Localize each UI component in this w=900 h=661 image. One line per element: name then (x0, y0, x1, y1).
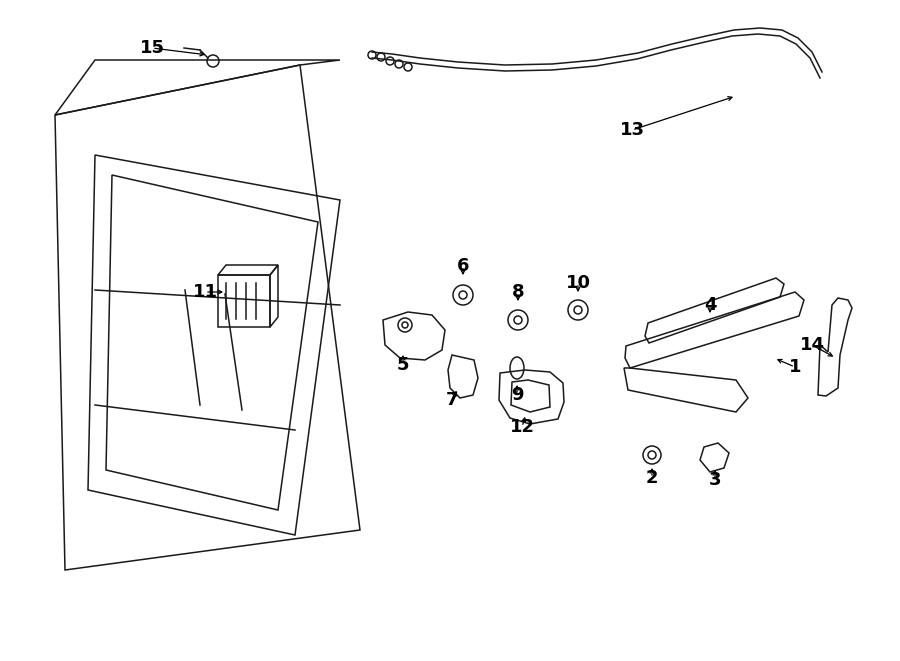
Text: 9: 9 (511, 386, 523, 404)
Text: 1: 1 (788, 358, 801, 376)
Text: 4: 4 (704, 296, 716, 314)
Circle shape (368, 51, 376, 59)
Text: 15: 15 (140, 39, 165, 57)
Circle shape (386, 57, 394, 65)
Text: 13: 13 (619, 121, 644, 139)
Text: 10: 10 (565, 274, 590, 292)
Text: 11: 11 (193, 283, 218, 301)
Text: 7: 7 (446, 391, 458, 409)
Text: 12: 12 (509, 418, 535, 436)
Text: 6: 6 (456, 257, 469, 275)
Circle shape (395, 60, 403, 68)
Circle shape (404, 63, 412, 71)
Text: 8: 8 (512, 283, 525, 301)
Circle shape (377, 53, 385, 61)
Text: 14: 14 (799, 336, 824, 354)
Text: 3: 3 (709, 471, 721, 489)
Text: 5: 5 (397, 356, 410, 374)
Text: 2: 2 (646, 469, 658, 487)
